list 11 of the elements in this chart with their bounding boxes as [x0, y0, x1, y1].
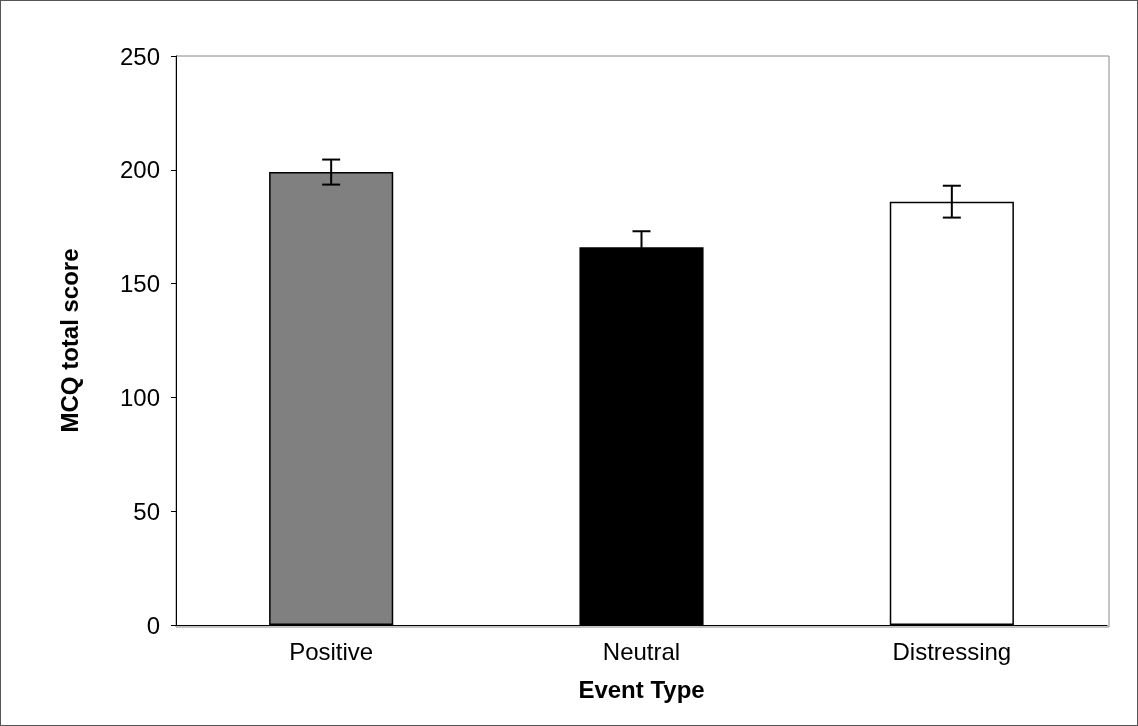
y-tick-label: 200 [119, 156, 160, 184]
y-tick-label: 0 [146, 611, 160, 639]
x-tick-label: Positive [289, 637, 374, 665]
x-tick-label: Neutral [602, 637, 681, 665]
y-tick-label: 50 [133, 497, 160, 525]
y-axis-title: MCQ total score [55, 248, 83, 433]
y-tick-label: 250 [119, 42, 160, 70]
y-tick-label: 150 [119, 270, 160, 298]
y-tick-label: 100 [119, 383, 160, 411]
x-tick-label: Distressing [892, 637, 1012, 665]
x-axis-title: Event Type [578, 675, 705, 703]
